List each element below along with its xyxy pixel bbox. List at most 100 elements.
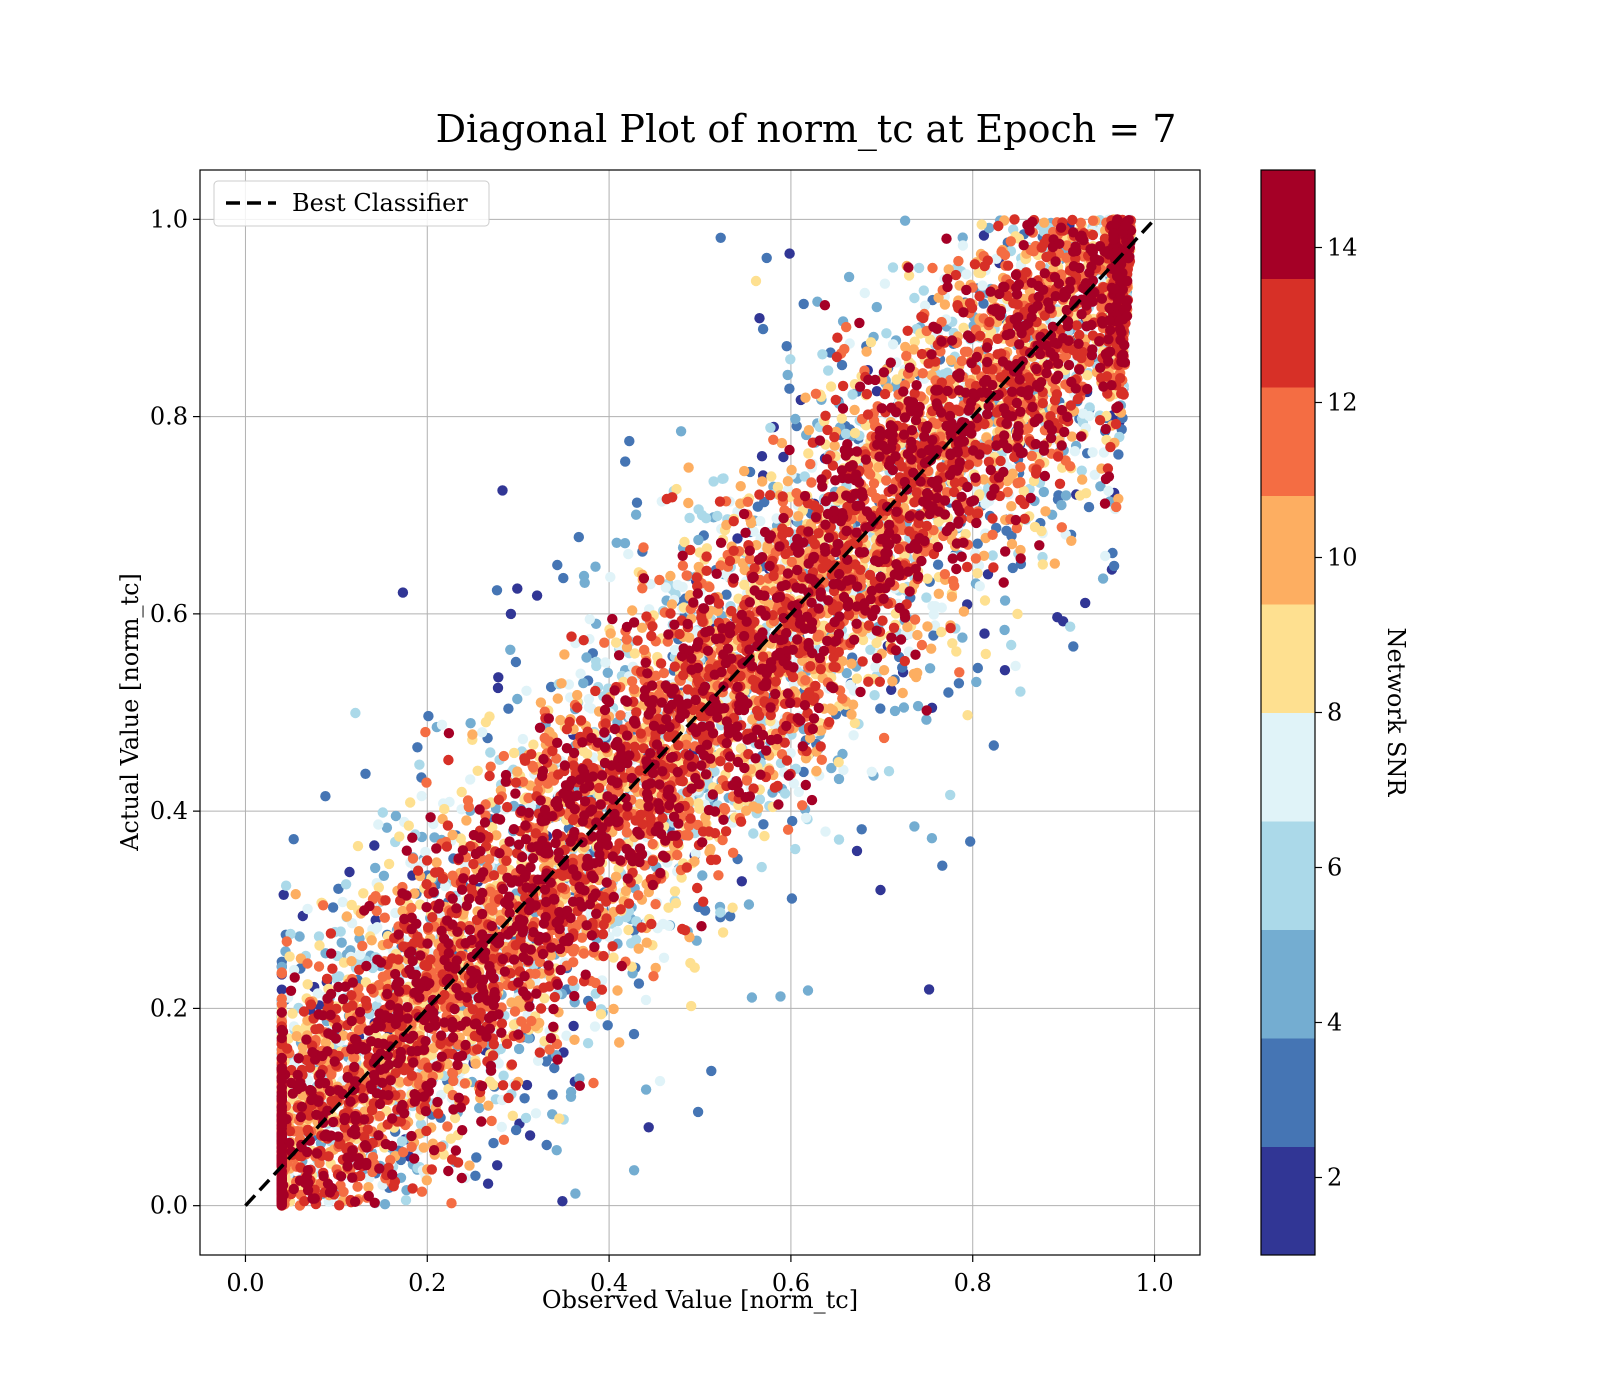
scatter-point <box>786 893 798 904</box>
scatter-point <box>545 681 557 693</box>
scatter-point <box>290 889 301 900</box>
scatter-point <box>748 828 759 839</box>
scatter-point <box>418 1142 429 1153</box>
scatter-point <box>922 573 933 584</box>
scatter-point <box>480 717 492 728</box>
scatter-point <box>790 843 801 855</box>
scatter-point <box>889 705 901 717</box>
scatter-point <box>1082 370 1093 381</box>
scatter-point <box>363 1182 374 1193</box>
scatter-point <box>535 697 547 708</box>
scatter-point <box>697 870 708 881</box>
scatter-point <box>805 458 816 470</box>
scatter-point <box>704 846 715 858</box>
scatter-point <box>658 952 670 963</box>
scatter-point <box>712 510 723 522</box>
scatter-point <box>679 536 690 548</box>
scatter-point <box>327 902 339 913</box>
scatter-point <box>1089 469 1101 480</box>
scatter-point <box>416 790 427 802</box>
scatter-point <box>360 768 371 779</box>
scatter-point <box>846 658 857 669</box>
scatter-point <box>825 381 837 392</box>
scatter-point <box>1049 558 1061 569</box>
scatter-point <box>1087 215 1099 226</box>
scatter-point <box>926 643 937 654</box>
scatter-point <box>951 646 962 657</box>
scatter-point <box>346 899 357 911</box>
scatter-point <box>706 1065 717 1077</box>
scatter-point <box>381 822 393 833</box>
scatter-point <box>523 1033 534 1044</box>
scatter-point <box>665 570 676 582</box>
scatter-point <box>630 934 642 945</box>
scatter-point <box>715 907 726 918</box>
scatter-point <box>875 884 886 896</box>
scatter-point <box>463 801 474 813</box>
scatter-point <box>633 943 644 954</box>
scatter-point <box>613 915 624 927</box>
scatter-point <box>817 349 828 360</box>
scatter-point <box>1056 499 1067 511</box>
scatter-point <box>922 621 933 632</box>
scatter-point <box>926 833 938 844</box>
scatter-point <box>936 626 947 638</box>
scatter-point <box>972 538 983 549</box>
scatter-point <box>961 269 972 280</box>
scatter-point <box>782 476 794 487</box>
scatter-point <box>551 1145 562 1156</box>
scatter-point <box>373 819 384 830</box>
scatter-point <box>927 601 938 612</box>
scatter-point <box>943 687 954 698</box>
scatter-point <box>925 334 936 345</box>
scatter-point <box>623 924 634 936</box>
scatter-point <box>423 710 434 722</box>
scatter-point <box>811 765 822 777</box>
scatter-point <box>912 629 923 641</box>
scatter-point <box>970 553 982 564</box>
scatter-point <box>620 456 631 467</box>
scatter-point <box>736 876 747 887</box>
scatter-point <box>953 678 965 689</box>
scatter-point <box>519 1093 530 1104</box>
scatter-point <box>556 678 567 689</box>
scatter-point <box>912 667 923 679</box>
scatter-point <box>999 665 1011 676</box>
scatter-point <box>701 543 713 554</box>
scatter-point <box>761 252 772 264</box>
scatter-point <box>493 1058 504 1069</box>
scatter-point <box>1113 449 1124 460</box>
scatter-point <box>333 883 344 894</box>
scatter-point <box>1040 506 1051 517</box>
scatter-point <box>412 742 423 753</box>
scatter-point <box>521 1079 533 1091</box>
scatter-point <box>578 677 589 689</box>
scatter-point <box>510 656 522 668</box>
scatter-point <box>843 271 855 283</box>
scatter-point <box>793 511 804 522</box>
scatter-point <box>595 1009 607 1020</box>
scatter-point <box>605 571 616 583</box>
scatter-point <box>1103 485 1114 497</box>
scatter-point <box>788 778 800 789</box>
scatter-point <box>803 425 815 436</box>
scatter-point <box>1097 573 1109 584</box>
scatter-point <box>782 369 793 381</box>
scatter-point <box>354 949 366 960</box>
scatter-point <box>575 668 586 679</box>
scatter-point <box>921 592 932 603</box>
scatter-point <box>878 665 890 676</box>
scatter-point <box>320 791 331 802</box>
scatter-point <box>841 668 852 679</box>
scatter-point <box>1083 501 1095 513</box>
scatter-point <box>492 1160 503 1171</box>
scatter-point <box>869 690 880 701</box>
scatter-point <box>578 570 590 582</box>
scatter-point <box>775 991 786 1002</box>
scatter-point <box>429 832 440 843</box>
scatter-point <box>568 1020 579 1032</box>
scatter-point <box>470 1170 481 1182</box>
scatter-point <box>464 1160 475 1171</box>
scatter-point <box>337 896 348 908</box>
scatter-point <box>793 786 804 798</box>
